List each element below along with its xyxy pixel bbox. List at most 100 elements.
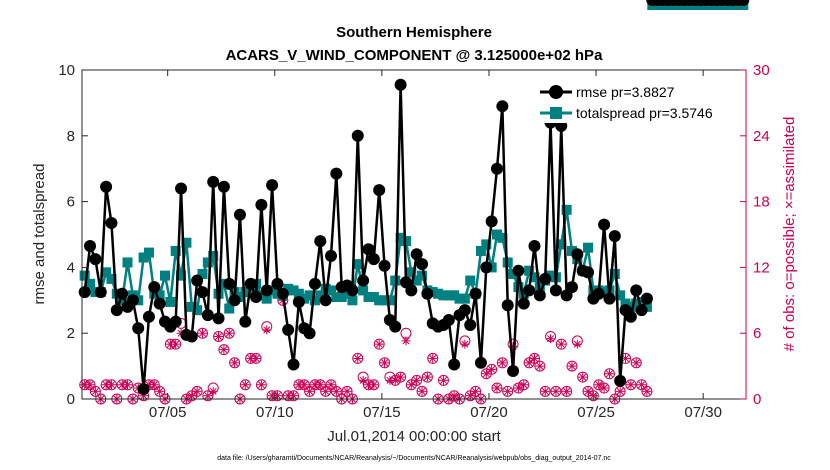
totalspread-point — [443, 290, 454, 301]
obs-assimilated-marker — [417, 386, 427, 396]
rmse-point — [126, 294, 139, 307]
totalspread-point — [138, 252, 149, 263]
obs-assimilated-marker — [315, 380, 325, 390]
asterisk-stroke — [466, 392, 474, 400]
asterisk-stroke — [418, 387, 426, 395]
rmse-point — [549, 284, 562, 297]
totalspread-point — [379, 295, 390, 306]
totalspread-point — [170, 245, 181, 256]
rmse-point — [175, 182, 188, 195]
rmse-point — [640, 292, 653, 305]
asterisk-stroke — [86, 381, 94, 389]
rmse-point — [373, 184, 386, 197]
obs-possible-marker — [89, 385, 101, 397]
totalspread-point — [240, 287, 251, 298]
asterisk-stroke — [381, 359, 389, 367]
rmse-point — [308, 277, 321, 290]
obs-assimilated-marker — [353, 353, 363, 363]
rmse-point — [228, 294, 241, 307]
totalspread-point — [309, 295, 320, 306]
obs-assimilated-marker — [401, 336, 411, 346]
asterisk-stroke — [439, 376, 447, 384]
asterisk-stroke — [504, 387, 512, 395]
obs-possible-marker — [566, 360, 578, 372]
obs-possible-marker — [368, 379, 380, 391]
obs-assimilated-marker — [85, 380, 95, 390]
totalspread-point — [475, 245, 486, 256]
legend-spread-label: totalspread pr=3.5746 — [576, 105, 713, 121]
obs-assimilated-marker — [642, 386, 652, 396]
obs-assimilated-marker — [535, 361, 545, 371]
asterisk-stroke — [525, 359, 533, 367]
obs-assimilated-marker — [540, 386, 550, 396]
rmse-point — [100, 180, 113, 193]
obs-possible-marker — [298, 379, 310, 391]
rmse-point — [142, 310, 155, 323]
obs-assimilated-marker — [208, 386, 218, 396]
data-file-caption: data file: /Users/gharamti/Documents/NCA… — [217, 455, 611, 462]
obs-possible-marker — [470, 385, 482, 397]
totalspread-point — [556, 239, 567, 250]
obs-possible-marker — [437, 374, 449, 386]
totalspread-point — [299, 293, 310, 304]
asterisk-stroke — [391, 376, 399, 384]
y-tick-label: 8 — [67, 128, 75, 145]
obs-possible-marker — [330, 385, 342, 397]
obs-assimilated-marker — [262, 325, 272, 335]
asterisk-stroke — [220, 346, 228, 354]
rmse-point — [276, 287, 289, 300]
asterisk-stroke — [322, 387, 330, 395]
obs-assimilated-marker — [546, 334, 556, 344]
x-tick-label: 07/20 — [470, 404, 508, 421]
obs-possible-marker — [122, 379, 134, 391]
rmse-point — [458, 304, 471, 317]
totalspread-point — [459, 293, 470, 304]
rmse-point — [367, 253, 380, 266]
totalspread-point — [106, 273, 117, 284]
obs-assimilated-marker — [256, 380, 266, 390]
asterisk-stroke — [579, 373, 587, 381]
rmse-point — [266, 179, 279, 192]
obs-assimilated-marker — [481, 369, 491, 379]
obs-assimilated-marker — [374, 339, 384, 349]
asterisk-stroke — [605, 370, 613, 378]
obs-assimilated-marker — [637, 380, 647, 390]
obs-possible-marker — [416, 385, 428, 397]
totalspread-point — [160, 270, 170, 281]
obs-possible-marker — [486, 363, 498, 375]
obs-possible-marker — [636, 379, 648, 391]
rmse-point — [598, 218, 611, 231]
rmse-series — [78, 0, 750, 396]
rmse-point — [116, 287, 129, 300]
asterisk-stroke — [150, 381, 158, 389]
y-tick-label: 10 — [58, 62, 75, 79]
obs-assimilated-marker — [90, 386, 100, 396]
asterisk-stroke — [563, 387, 571, 395]
asterisk-stroke — [493, 384, 501, 392]
asterisk-stroke — [638, 381, 646, 389]
totalspread-point — [615, 290, 626, 301]
legend-rmse-marker — [549, 85, 563, 99]
obs-possible-marker — [491, 382, 503, 394]
x-tick-label: 07/05 — [149, 404, 187, 421]
rmse-point — [233, 208, 246, 221]
obs-assimilated-marker — [412, 375, 422, 385]
y2-tick-label: 30 — [753, 62, 770, 79]
asterisk-stroke — [423, 373, 431, 381]
obs-assimilated-marker — [192, 386, 202, 396]
x-tick-label: 07/10 — [256, 404, 294, 421]
obs-possible-marker — [555, 338, 567, 350]
rmse-point — [539, 272, 552, 285]
y2-tick-label: 6 — [753, 325, 761, 342]
totalspread-point — [304, 290, 315, 301]
rmse-point — [201, 309, 214, 322]
obs-assimilated-marker — [578, 372, 588, 382]
rmse-point — [528, 240, 541, 253]
rmse-point — [314, 235, 327, 248]
asterisk-stroke — [343, 387, 351, 395]
rmse-point — [410, 248, 423, 261]
rmse-point — [501, 299, 514, 312]
rmse-point — [239, 315, 252, 328]
rmse-point — [485, 215, 498, 228]
rmse-point — [357, 274, 370, 287]
